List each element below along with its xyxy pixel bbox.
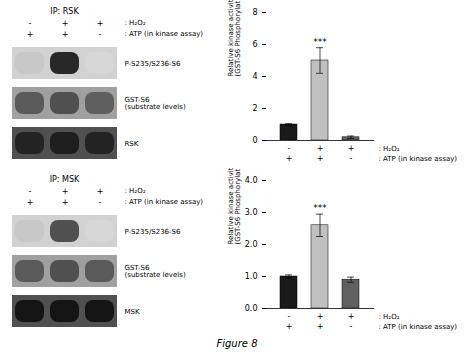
svg-text:MSK: MSK <box>125 308 140 316</box>
svg-text:+: + <box>97 187 104 196</box>
svg-text:+: + <box>62 30 69 39</box>
svg-text:P-S235/S236-S6: P-S235/S236-S6 <box>125 60 182 68</box>
svg-text:-: - <box>350 154 353 163</box>
svg-text:+: + <box>348 144 355 153</box>
svg-text:+: + <box>286 322 293 331</box>
svg-text:6: 6 <box>252 40 257 49</box>
svg-text:-: - <box>29 187 32 196</box>
svg-text:P-S235/S236-S6: P-S235/S236-S6 <box>125 228 182 236</box>
svg-text:-: - <box>288 312 291 321</box>
svg-text:: H₂O₂: : H₂O₂ <box>379 145 400 153</box>
svg-text:4: 4 <box>252 72 257 81</box>
svg-text:+: + <box>286 154 293 163</box>
svg-text:4.0: 4.0 <box>245 176 258 185</box>
svg-text:+: + <box>62 19 69 28</box>
svg-text:+: + <box>27 198 34 207</box>
svg-text:2: 2 <box>252 104 257 113</box>
html-text:Figure 8: Figure 8 <box>216 338 258 349</box>
svg-text:IP: RSK: IP: RSK <box>50 7 79 16</box>
svg-text:+: + <box>27 30 34 39</box>
svg-text:-: - <box>288 144 291 153</box>
svg-text:0: 0 <box>252 136 257 145</box>
svg-text:+: + <box>317 322 324 331</box>
svg-text:: ATP (in kinase assay): : ATP (in kinase assay) <box>379 323 458 331</box>
svg-text:RSK: RSK <box>125 140 139 148</box>
svg-text:-: - <box>29 19 32 28</box>
svg-text:: ATP (in kinase assay): : ATP (in kinase assay) <box>125 198 204 206</box>
svg-text:+: + <box>317 312 324 321</box>
svg-text:IP: MSK: IP: MSK <box>50 175 80 184</box>
svg-text:3.0: 3.0 <box>245 208 258 217</box>
svg-text:0.0: 0.0 <box>245 304 258 313</box>
svg-text:-: - <box>99 30 102 39</box>
svg-text:-: - <box>99 198 102 207</box>
svg-text:-: - <box>350 322 353 331</box>
svg-text:2.0: 2.0 <box>245 240 258 249</box>
svg-text:+: + <box>62 187 69 196</box>
svg-text:***: *** <box>313 203 327 213</box>
svg-text:1.0: 1.0 <box>245 272 258 281</box>
svg-text:+: + <box>317 144 324 153</box>
svg-text:Relative kinase activity(GST-S: Relative kinase activity(GST-S6 Phosphor… <box>227 0 242 77</box>
svg-text:: H₂O₂: : H₂O₂ <box>379 313 400 321</box>
svg-text:***: *** <box>313 37 327 47</box>
svg-text:+: + <box>97 19 104 28</box>
svg-text:GST-S6(substrate levels): GST-S6(substrate levels) <box>125 96 186 111</box>
svg-text:: H₂O₂: : H₂O₂ <box>125 19 146 27</box>
svg-text:+: + <box>348 312 355 321</box>
svg-text:GST-S6(substrate levels): GST-S6(substrate levels) <box>125 264 186 279</box>
svg-text:Relative kinase activity(GST-S: Relative kinase activity(GST-S6 Phosphor… <box>227 168 242 245</box>
svg-text:+: + <box>317 154 324 163</box>
svg-text:: ATP (in kinase assay): : ATP (in kinase assay) <box>379 155 458 163</box>
svg-text:+: + <box>62 198 69 207</box>
svg-text:: ATP (in kinase assay): : ATP (in kinase assay) <box>125 30 204 38</box>
svg-text:8: 8 <box>252 8 257 17</box>
svg-text:: H₂O₂: : H₂O₂ <box>125 187 146 195</box>
